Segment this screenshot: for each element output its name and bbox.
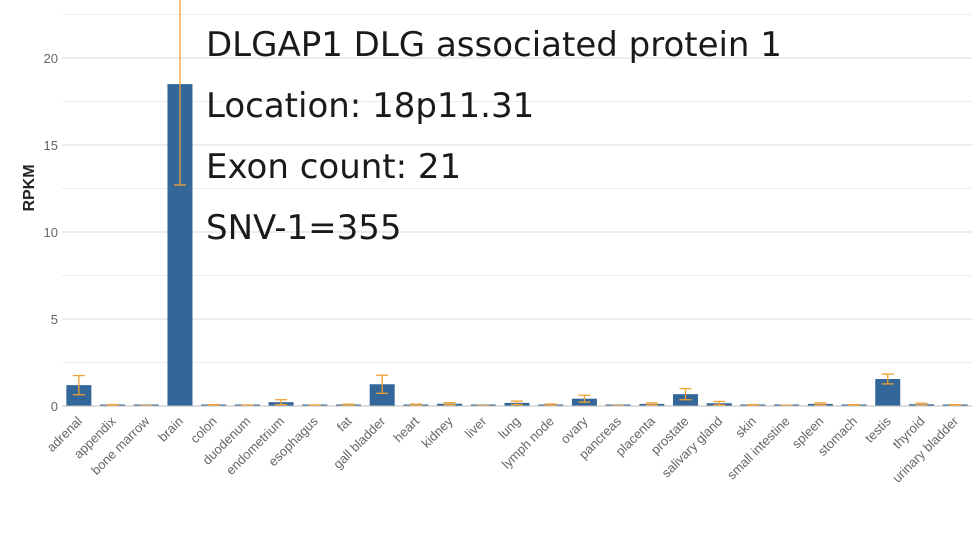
error-bar-stomach	[848, 403, 861, 407]
gene-snv-count: SNV-1=355	[206, 208, 402, 248]
x-tick-label: lung	[495, 414, 523, 442]
y-axis-ticks: 0 5 10 15 20	[44, 51, 58, 414]
x-tick-label: brain	[155, 414, 186, 445]
bar-gall-bladder	[369, 384, 395, 406]
error-bar-placenta	[645, 402, 658, 406]
y-tick-label: 5	[51, 312, 58, 327]
error-bar-spleen	[814, 402, 827, 406]
x-tick-label: kidney	[419, 413, 457, 451]
y-tick-label: 10	[44, 225, 58, 240]
error-bar-gall-bladder	[376, 374, 389, 394]
bars	[66, 84, 968, 406]
error-bar-heart	[409, 403, 422, 407]
x-tick-label: skin	[732, 414, 759, 441]
error-bar-lymph-node	[544, 403, 557, 407]
error-bar-brain	[173, 0, 186, 186]
error-bar-prostate	[679, 387, 692, 401]
error-bar-kidney	[443, 402, 456, 406]
error-bar-ovary	[578, 394, 591, 403]
y-tick-label: 0	[51, 399, 58, 414]
error-bar-endometrium	[275, 399, 288, 406]
error-bar-thyroid	[915, 402, 928, 406]
bar-adrenal	[66, 385, 92, 406]
error-bar-urinary-bladder	[949, 403, 962, 407]
error-bar-appendix	[106, 403, 119, 407]
gene-title: DLGAP1 DLG associated protein 1	[206, 25, 782, 65]
error-bar-lung	[511, 400, 523, 406]
error-bar-adrenal	[72, 374, 85, 396]
error-bar-skin	[746, 403, 759, 407]
error-bar-colon	[207, 403, 220, 407]
y-tick-label: 15	[44, 138, 58, 153]
gene-exon-count: Exon count: 21	[206, 147, 461, 187]
x-tick-label: liver	[462, 413, 490, 441]
error-bar-salivary-gland	[713, 400, 726, 406]
x-tick-label: fat	[334, 413, 355, 434]
grid-lines	[62, 14, 972, 363]
y-tick-label: 20	[44, 51, 58, 66]
gene-location: Location: 18p11.31	[206, 86, 534, 126]
y-axis-title: RPKM	[21, 164, 38, 211]
error-bar-testis	[881, 373, 894, 385]
gene-info-annotations: DLGAP1 DLG associated protein 1 Location…	[206, 25, 782, 248]
